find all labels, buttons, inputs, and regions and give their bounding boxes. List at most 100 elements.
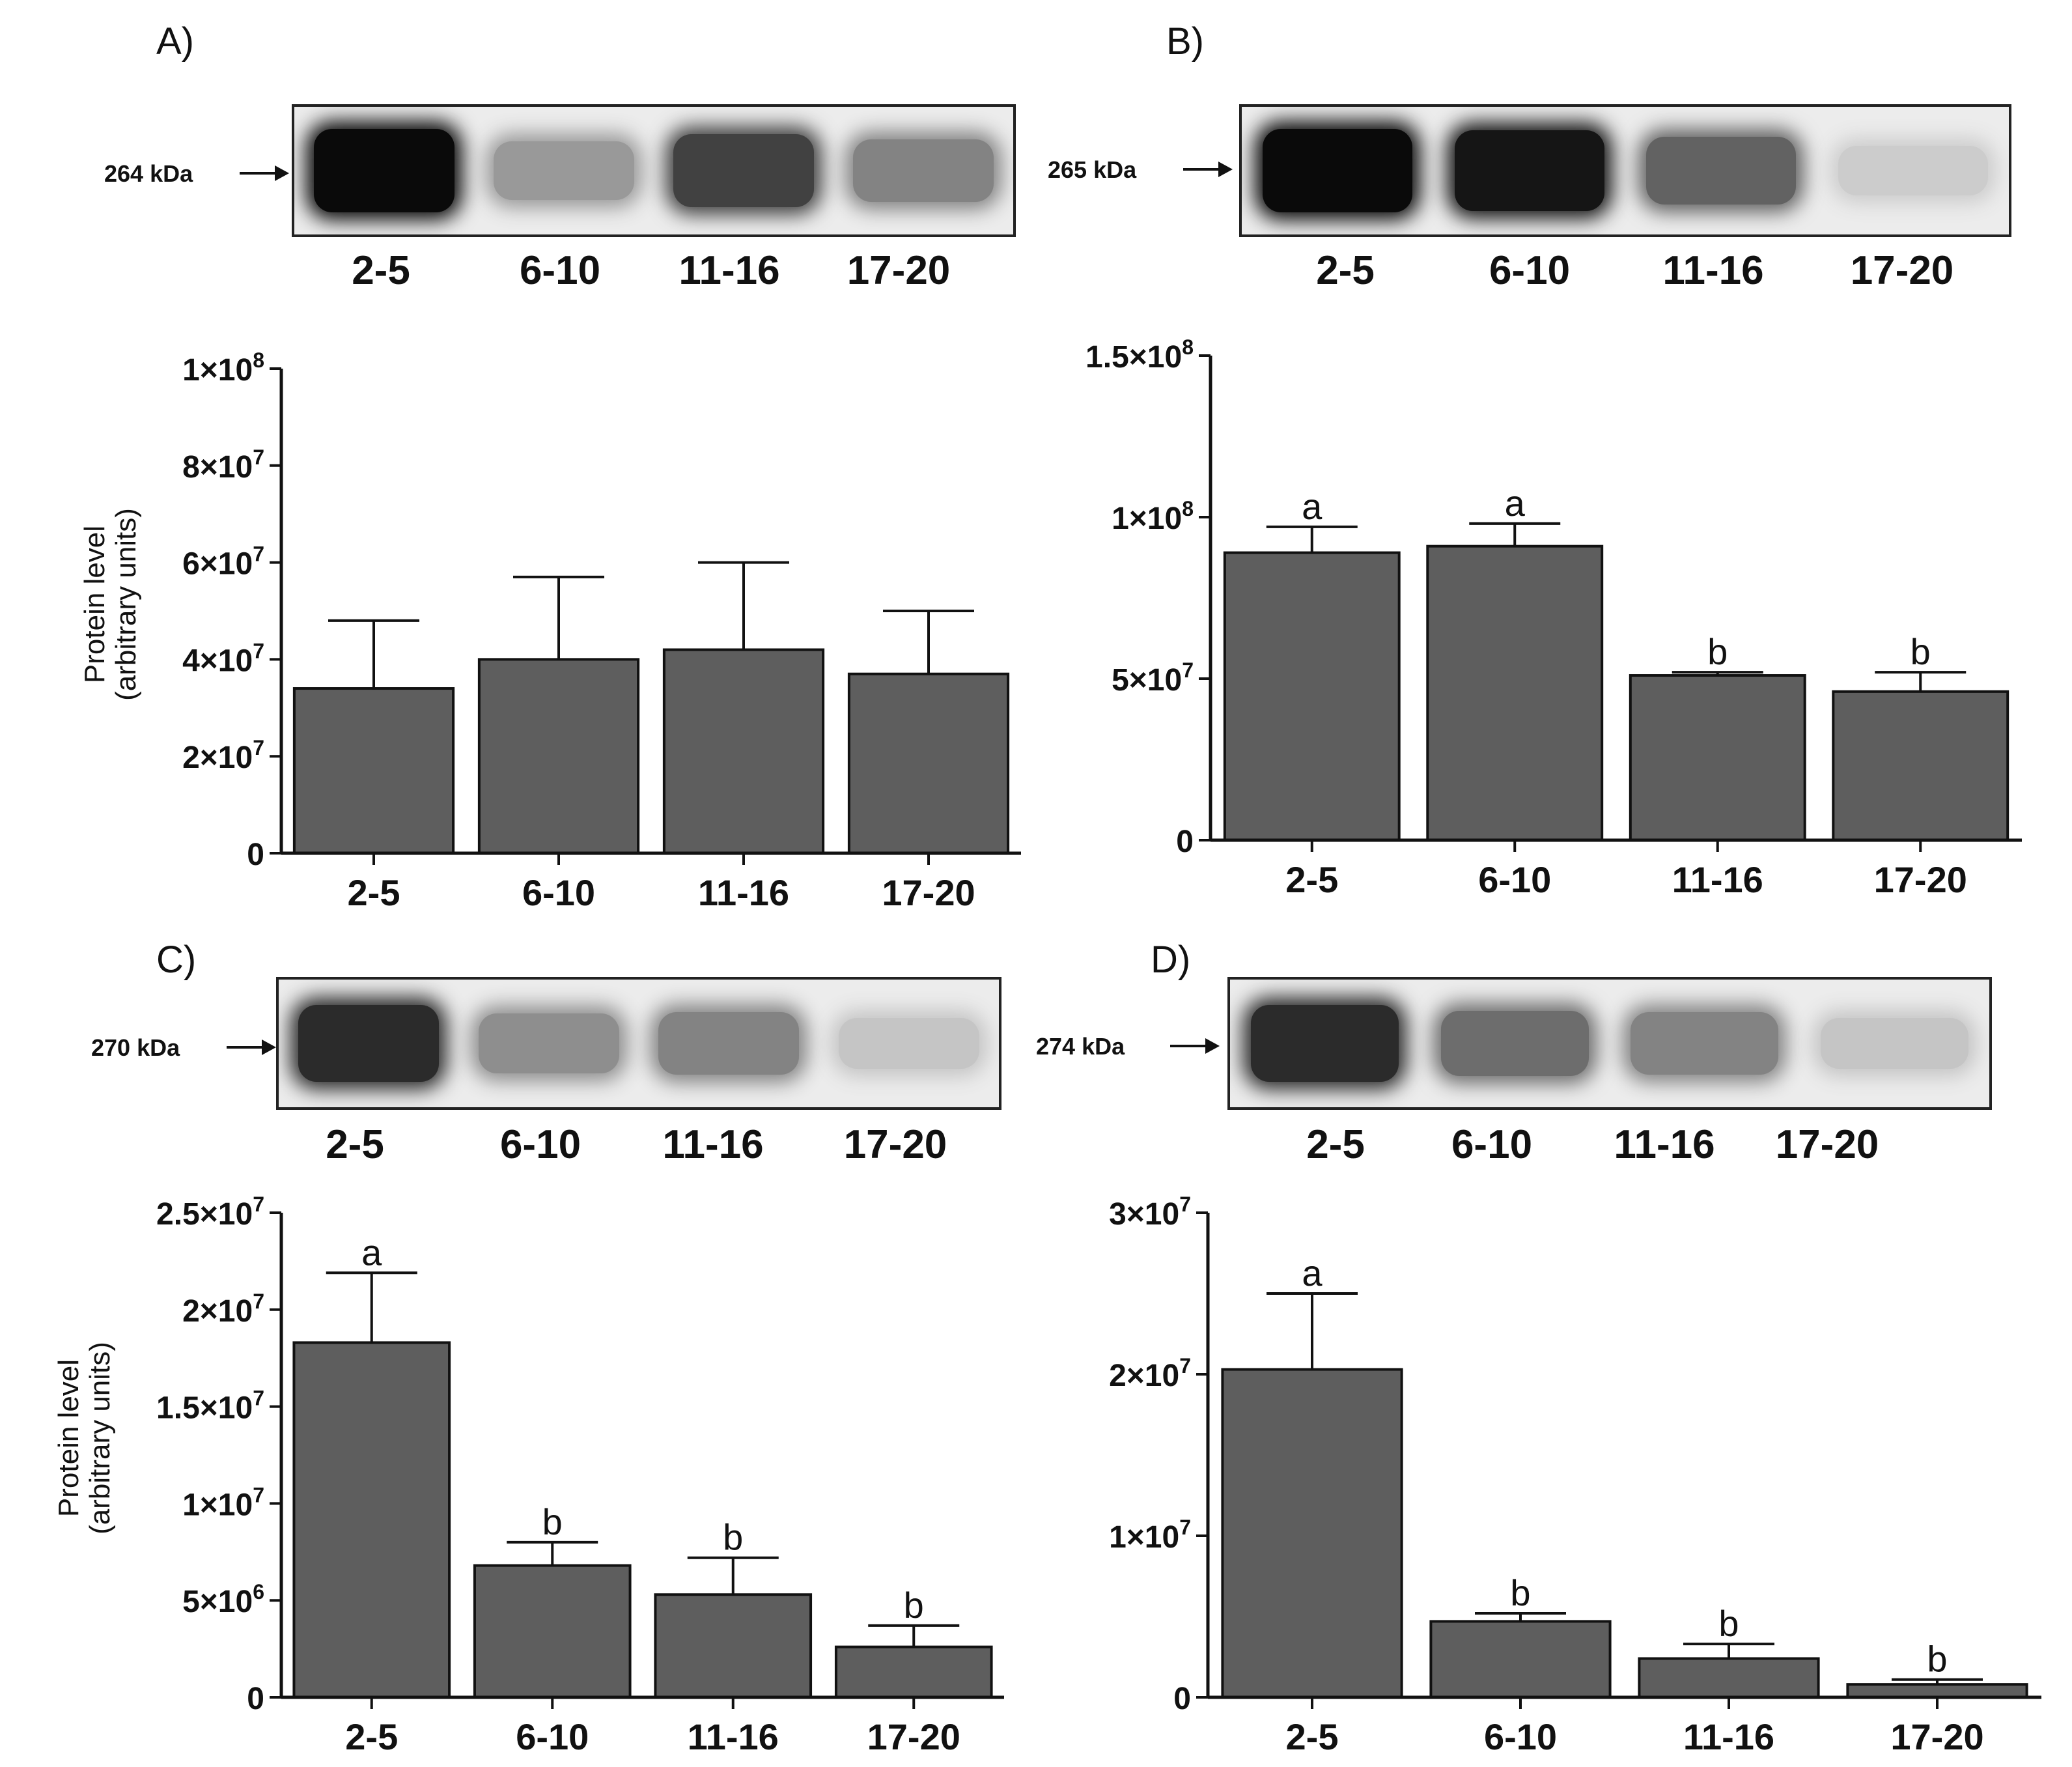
kda-arrow [1183, 168, 1220, 171]
blot-lane-label: 2-5 [1316, 248, 1375, 293]
blot-lane-label: 11-16 [679, 248, 780, 293]
bar-chart-c: a 2-5 b 6-10 b 11-16 b 17-20 0 5×106 1×107 1.5×107 2… [156, 1193, 1004, 1757]
kda-label: 264 kDa [104, 160, 193, 187]
significance-label: b [1718, 1603, 1739, 1644]
bar [292, 687, 455, 855]
blot-band [1820, 1018, 1968, 1069]
y-tick-label: 0 [247, 838, 264, 872]
bar [1832, 690, 2009, 841]
panel-label: B) [1166, 20, 1204, 63]
blot-band [494, 141, 634, 200]
blot-band [314, 129, 455, 212]
bar [654, 1593, 813, 1699]
western-blot [292, 104, 1016, 237]
bar [1629, 674, 1806, 842]
blot-lane-label: 2-5 [326, 1122, 384, 1167]
blot-lane-label: 6-10 [1451, 1122, 1533, 1167]
kda-arrowhead [275, 165, 289, 181]
panel-b: B) 265 kDa 2-5 6-10 11-16 17-20 a 2-5 a 6-1… [1036, 0, 2072, 912]
y-tick-label: 2.5×107 [156, 1193, 264, 1232]
significance-label: b [1510, 1572, 1530, 1613]
blot-lane-label: 6-10 [1489, 248, 1571, 293]
kda-arrowhead [262, 1039, 276, 1055]
bar [1638, 1657, 1820, 1699]
x-tick-label: 17-20 [867, 1716, 960, 1757]
bar [1846, 1683, 2028, 1699]
blot-band [1454, 130, 1604, 212]
y-tick-label: 2×107 [182, 736, 264, 775]
bar-chart-b: a 2-5 a 6-10 b 11-16 b 17-20 0 5×107 1×108 1.5×108 [1085, 335, 2022, 900]
x-tick-label: 17-20 [882, 872, 975, 913]
x-tick-label: 11-16 [1672, 859, 1763, 900]
blot-band [853, 139, 994, 202]
panel-d: D) 274 kDa 2-5 6-10 11-16 17-20 a 2-5 b 6-1… [1036, 912, 2072, 1767]
bar [473, 1564, 632, 1699]
blot-lane-label: 17-20 [843, 1122, 947, 1167]
x-tick-label: 6-10 [1478, 859, 1551, 900]
panel-label: C) [156, 939, 197, 981]
panel-label: A) [156, 20, 194, 63]
y-tick-label: 4×107 [182, 639, 264, 678]
panel-label: D) [1151, 939, 1191, 981]
blot-band [1251, 1004, 1399, 1082]
blot-lane-label: 11-16 [1662, 248, 1764, 293]
x-tick-label: 11-16 [698, 872, 789, 913]
significance-label: a [1302, 486, 1323, 527]
western-blot [1227, 977, 1992, 1110]
bar [1429, 1620, 1612, 1699]
x-tick-label: 2-5 [1286, 1716, 1339, 1757]
x-tick-label: 17-20 [1874, 859, 1967, 900]
blot-band [1440, 1010, 1589, 1077]
blot-lane-label: 2-5 [1306, 1122, 1365, 1167]
blot-band [1263, 129, 1413, 212]
bar [662, 648, 825, 855]
panel-a: A) 264 kDa 2-5 6-10 11-16 17-20 Protein … [0, 0, 1036, 913]
y-tick-label: 1.5×107 [156, 1387, 264, 1426]
x-tick-label: 6-10 [522, 872, 595, 913]
x-tick-label: 2-5 [345, 1716, 398, 1757]
significance-label: b [1911, 631, 1931, 672]
bar [847, 672, 1010, 855]
blot-band [673, 134, 814, 208]
y-tick-label: 2×107 [182, 1290, 264, 1329]
x-tick-label: 11-16 [1683, 1716, 1774, 1757]
bar [1223, 551, 1401, 841]
y-tick-label: 1×108 [182, 348, 264, 388]
blot-band [1838, 146, 1988, 195]
y-tick-label: 1.5×108 [1085, 335, 1194, 375]
panel-c: C) 270 kDa 2-5 6-10 11-16 17-20 Protein … [0, 912, 1036, 1767]
blot-band [1646, 137, 1797, 205]
x-tick-label: 2-5 [1285, 859, 1338, 900]
y-tick-label: 5×106 [182, 1580, 264, 1619]
blot-band [1631, 1012, 1779, 1075]
bar [1221, 1368, 1403, 1699]
y-tick-label: 1×107 [182, 1483, 264, 1522]
kda-arrow [240, 172, 276, 175]
kda-label: 265 kDa [1048, 156, 1137, 183]
blot-band [838, 1018, 979, 1069]
y-tick-label: 3×107 [1109, 1193, 1191, 1232]
blot-lane-label: 11-16 [1614, 1122, 1715, 1167]
y-tick-label: 2×107 [1109, 1354, 1191, 1393]
y-tick-label: 8×107 [182, 445, 264, 485]
blot-band [298, 1004, 440, 1082]
western-blot [276, 977, 1001, 1110]
significance-label: b [904, 1585, 924, 1626]
bar [292, 1341, 451, 1699]
significance-label: a [1302, 1252, 1323, 1293]
significance-label: a [1505, 483, 1526, 524]
blot-lane-label: 2-5 [352, 248, 410, 293]
blot-lane-label: 6-10 [499, 1122, 581, 1167]
blot-lane-label: 17-20 [1850, 248, 1954, 293]
x-tick-label: 11-16 [688, 1716, 779, 1757]
significance-label: b [723, 1517, 743, 1558]
significance-label: a [361, 1232, 382, 1273]
y-tick-label: 0 [247, 1682, 264, 1716]
bar [477, 658, 640, 855]
blot-lane-label: 17-20 [847, 248, 951, 293]
y-tick-label: 6×107 [182, 543, 264, 582]
significance-label: b [1927, 1639, 1947, 1680]
y-tick-label: 0 [1176, 825, 1194, 859]
y-tick-label: 0 [1173, 1682, 1191, 1716]
significance-label: b [542, 1501, 563, 1542]
